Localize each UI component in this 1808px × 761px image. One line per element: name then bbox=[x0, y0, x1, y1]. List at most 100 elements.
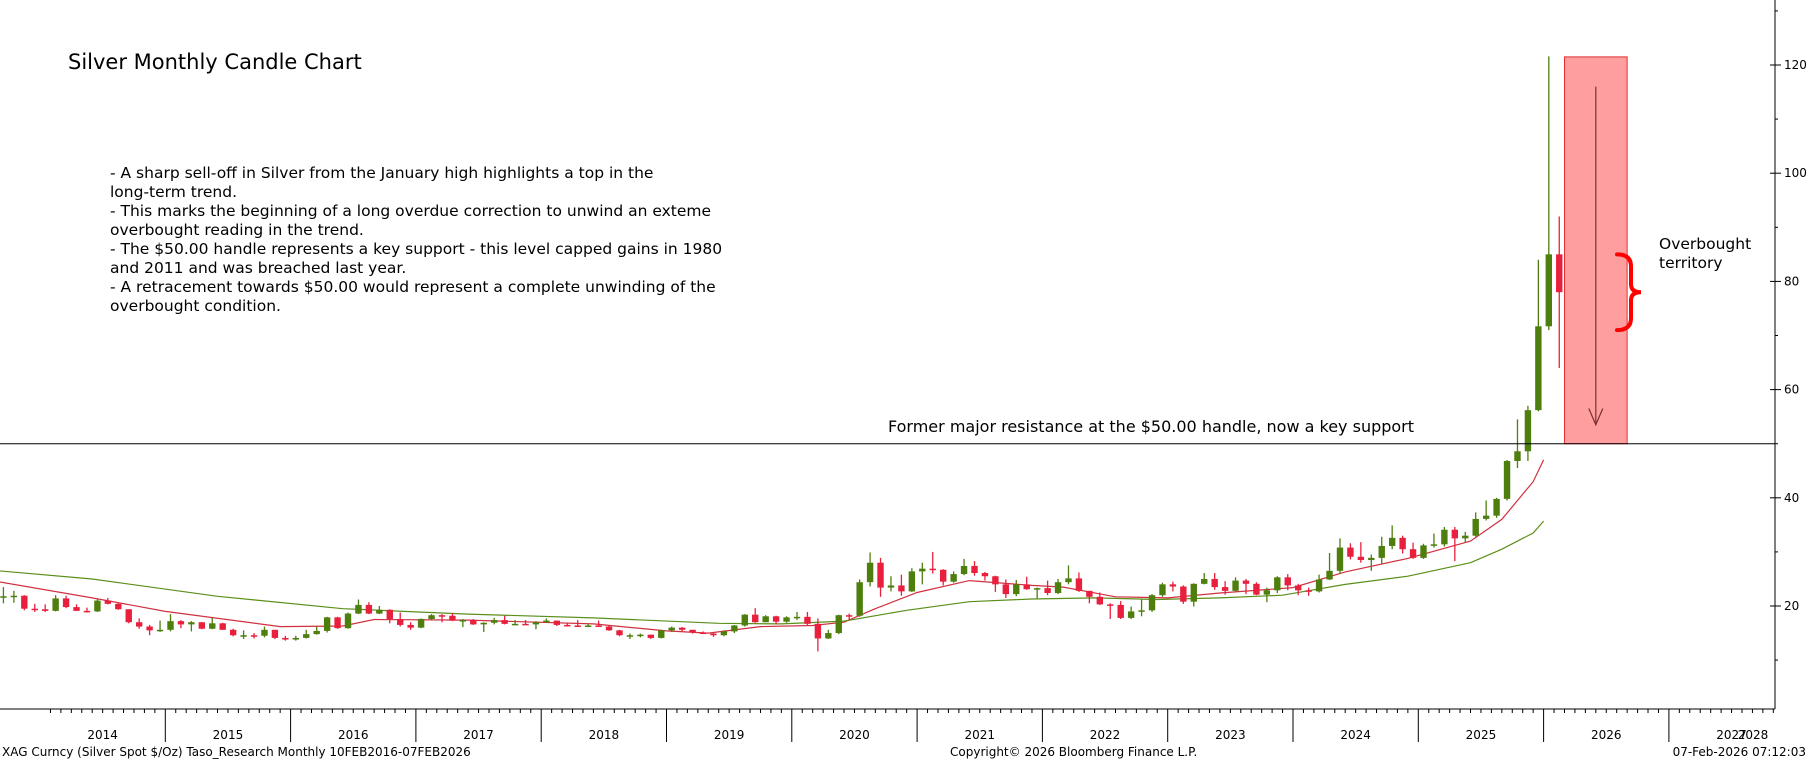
candle-body bbox=[971, 565, 978, 573]
candle-body bbox=[323, 617, 331, 631]
candle-body bbox=[1420, 545, 1427, 558]
candle-body bbox=[908, 571, 916, 592]
candle-body bbox=[1556, 254, 1563, 293]
note-line: - A sharp sell-off in Silver from the Ja… bbox=[110, 164, 654, 182]
candle-body bbox=[240, 635, 247, 637]
footer-source: XAG Curncy (Silver Spot $/Oz) Taso_Resea… bbox=[2, 745, 471, 759]
y-tick-label: 80 bbox=[1784, 274, 1799, 288]
candle-body bbox=[1535, 326, 1542, 411]
y-tick-label: 20 bbox=[1784, 599, 1799, 613]
candle-body bbox=[1263, 590, 1271, 595]
candle-body bbox=[1075, 578, 1083, 591]
candle-body bbox=[532, 622, 540, 625]
candle-body bbox=[856, 582, 863, 616]
candle-body bbox=[115, 603, 122, 610]
candle-body bbox=[574, 625, 581, 627]
candle-body bbox=[1169, 584, 1177, 587]
candle-body bbox=[647, 634, 655, 638]
candle-body bbox=[981, 572, 989, 577]
candle-body bbox=[0, 596, 7, 598]
candle-body bbox=[219, 623, 226, 630]
x-tick-label: 2014 bbox=[87, 728, 118, 742]
candle-body bbox=[731, 625, 738, 632]
candle-body bbox=[1326, 570, 1333, 580]
x-tick-label: 2028 bbox=[1738, 728, 1769, 742]
candle-body bbox=[689, 629, 696, 633]
candle-body bbox=[1044, 588, 1051, 594]
candle-body bbox=[1315, 579, 1323, 592]
candle-body bbox=[616, 630, 623, 636]
candle-body bbox=[501, 620, 508, 624]
candle-body bbox=[261, 629, 268, 636]
candle-body bbox=[1127, 611, 1135, 618]
candle-body bbox=[1409, 549, 1417, 558]
candle-body bbox=[1284, 577, 1291, 586]
candle-body bbox=[1253, 583, 1260, 595]
candle-body bbox=[365, 604, 373, 614]
support-line-label: Former major resistance at the $50.00 ha… bbox=[888, 417, 1415, 436]
candle-body bbox=[1148, 595, 1156, 611]
note-line: overbought reading in the trend. bbox=[110, 221, 364, 239]
candle-body bbox=[846, 615, 853, 617]
candle-body bbox=[741, 614, 748, 626]
candle-body bbox=[1545, 254, 1552, 327]
x-tick-label: 2022 bbox=[1090, 728, 1121, 742]
candle-body bbox=[1242, 580, 1250, 584]
candle-body bbox=[804, 616, 811, 624]
candle-body bbox=[710, 633, 717, 636]
candle-body bbox=[449, 615, 456, 621]
x-tick-label: 2021 bbox=[964, 728, 995, 742]
candle-body bbox=[31, 608, 38, 611]
candle-body bbox=[376, 609, 383, 614]
y-tick-label: 60 bbox=[1784, 383, 1799, 397]
candle-body bbox=[1357, 556, 1365, 561]
candles bbox=[0, 56, 1563, 652]
candle-body bbox=[386, 609, 393, 619]
candle-body bbox=[939, 569, 947, 582]
candle-body bbox=[167, 621, 174, 630]
candle-body bbox=[1524, 410, 1532, 452]
candle-body bbox=[668, 627, 675, 631]
candle-body bbox=[188, 622, 195, 625]
candle-body bbox=[94, 600, 101, 612]
x-tick-label: 2015 bbox=[213, 728, 244, 742]
candle-body bbox=[511, 623, 519, 626]
candle-body bbox=[783, 617, 790, 622]
candle-body bbox=[553, 620, 561, 625]
candle-body bbox=[543, 620, 550, 623]
candle-body bbox=[1107, 604, 1114, 606]
candle-body bbox=[637, 634, 644, 637]
candle-body bbox=[292, 637, 299, 640]
candle-body bbox=[313, 630, 320, 635]
y-tick-label: 40 bbox=[1784, 491, 1799, 505]
candle-body bbox=[866, 562, 874, 583]
moving-average-line-fast bbox=[0, 459, 1545, 634]
candle-body bbox=[605, 626, 613, 631]
note-line: and 2011 and was breached last year. bbox=[110, 259, 407, 277]
y-tick-label: 120 bbox=[1784, 58, 1807, 72]
candle-body bbox=[762, 616, 769, 623]
candle-body bbox=[135, 622, 143, 627]
candle-body bbox=[470, 620, 477, 625]
x-tick-label: 2026 bbox=[1591, 728, 1622, 742]
candle-body bbox=[1441, 529, 1448, 545]
candle-body bbox=[125, 609, 132, 623]
candle-body bbox=[992, 576, 999, 585]
candle-body bbox=[929, 568, 936, 571]
candle-body bbox=[83, 610, 91, 613]
candle-body bbox=[522, 623, 529, 626]
candle-body bbox=[10, 595, 18, 598]
candle-body bbox=[1002, 584, 1010, 595]
candle-body bbox=[1013, 584, 1020, 595]
candle-body bbox=[1482, 515, 1490, 519]
candle-body bbox=[198, 622, 206, 629]
note-line: long-term trend. bbox=[110, 183, 238, 201]
candle-body bbox=[1232, 580, 1239, 591]
overbought-label-line: Overbought bbox=[1659, 235, 1752, 253]
candle-body bbox=[1378, 545, 1385, 558]
chart-title: Silver Monthly Candle Chart bbox=[68, 50, 362, 74]
candle-body bbox=[355, 604, 362, 614]
candle-body bbox=[417, 618, 425, 628]
candle-body bbox=[1054, 582, 1062, 594]
